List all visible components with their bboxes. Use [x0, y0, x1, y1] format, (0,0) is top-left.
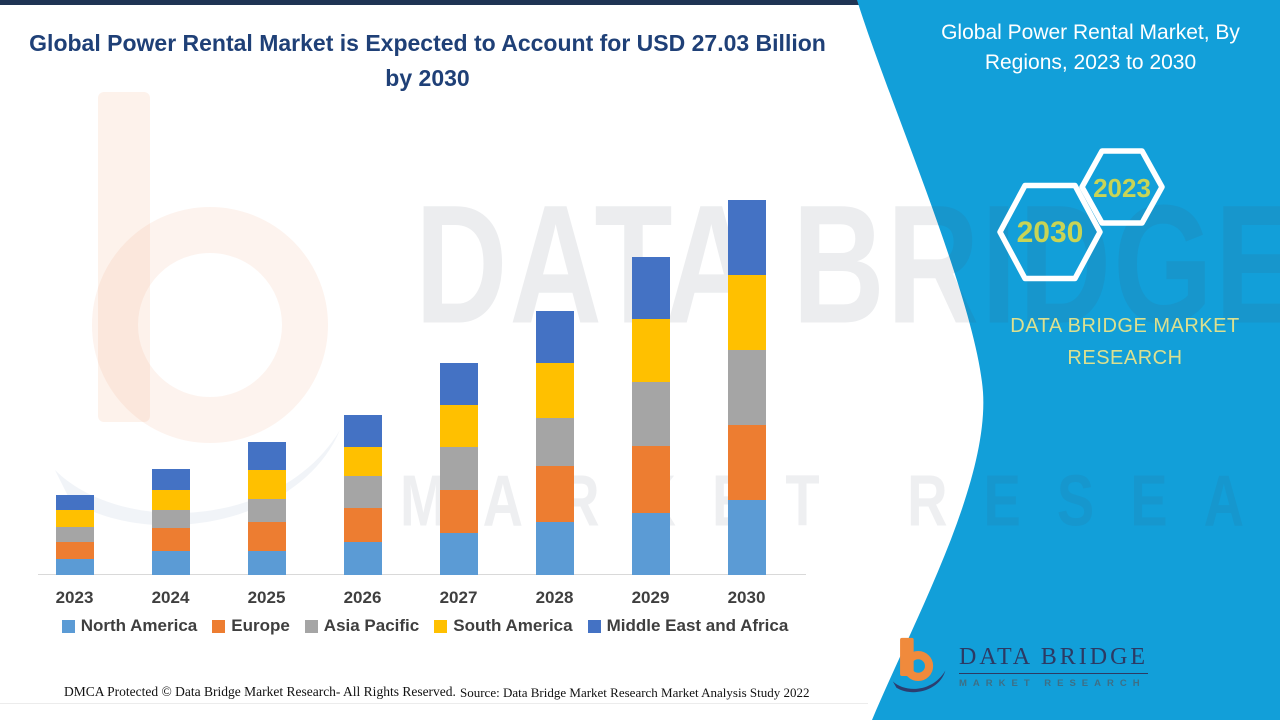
legend-label: Middle East and Africa: [606, 616, 789, 635]
x-axis-label: 2025: [247, 588, 286, 607]
chart-plot-area: 2023 2024 2025 2026 2027 2028 2029 2030: [30, 180, 810, 607]
bar-segment: [439, 362, 478, 406]
x-axis-label: 2030: [727, 588, 766, 607]
bar-segment: [439, 405, 478, 447]
bar-segment: [247, 470, 286, 500]
bar-segment: [727, 200, 766, 276]
bar-segment: [631, 319, 670, 383]
logo-subtitle: MARKET RESEARCH: [959, 677, 1146, 689]
legend-swatch: [587, 619, 601, 633]
bar-segment: [151, 509, 190, 528]
bar-segment: [343, 508, 382, 542]
bar-segment: [151, 468, 190, 490]
hexagon-2030-label: 2030: [1017, 216, 1084, 249]
legend-swatch: [61, 619, 75, 633]
legend-swatch: [212, 619, 226, 633]
legend-item: Asia Pacific: [304, 616, 420, 636]
bar-segment: [343, 447, 382, 477]
legend-item: Middle East and Africa: [587, 616, 789, 636]
bar-segment: [727, 349, 766, 425]
bar-segment: [343, 541, 382, 575]
bar-segment: [151, 489, 190, 510]
bar-segment: [631, 257, 670, 320]
chart-title: Global Power Rental Market is Expected t…: [29, 30, 826, 91]
footer-dmca-text: DMCA Protected © Data Bridge Market Rese…: [64, 684, 456, 699]
bar-segment: [247, 441, 286, 471]
top-accent-bar: [0, 0, 1280, 5]
chart-legend: North America Europe Asia Pacific South Ame…: [25, 616, 825, 636]
bar-segment: [727, 275, 766, 350]
bar-segment: [535, 521, 574, 575]
panel-title: Global Power Rental Market, By Regions, …: [941, 21, 1240, 75]
x-axis-label: 2023: [55, 588, 94, 607]
logo-b-icon: [892, 637, 946, 693]
x-axis-label: 2028: [535, 588, 574, 607]
x-axis-label: 2024: [151, 588, 190, 607]
footer-source-text: Source: Data Bridge Market Research Mark…: [460, 685, 810, 700]
bar-segment: [247, 521, 286, 551]
bar-segment: [55, 494, 94, 510]
footer-divider: [0, 703, 868, 704]
bar-segment: [55, 527, 94, 542]
bar-segment: [247, 550, 286, 575]
legend-item: North America: [61, 616, 198, 636]
year-hexagons: 2030 2023: [997, 148, 1165, 282]
x-axis-label: 2026: [343, 588, 382, 607]
data-bridge-logo: DATA BRIDGE MARKET RESEARCH: [891, 634, 1149, 698]
bar-segment: [343, 415, 382, 448]
legend-label: Europe: [231, 616, 290, 635]
bar-segment: [439, 446, 478, 490]
legend-label: North America: [80, 616, 198, 635]
bar-segment: [55, 559, 94, 575]
bar-segment: [55, 541, 94, 560]
bar-segment: [727, 424, 766, 500]
panel-brand-text: DATA BRIDGE MARKET RESEARCH: [1010, 315, 1240, 369]
bar-segment: [247, 499, 286, 522]
legend-label: Asia Pacific: [323, 616, 420, 635]
bar-segment: [727, 499, 766, 575]
x-axis-line: [38, 574, 806, 575]
legend-swatch: [304, 619, 318, 633]
bar-segment: [151, 551, 190, 575]
bar-segment: [535, 310, 574, 364]
bar-segment: [535, 363, 574, 418]
bar-segment: [631, 445, 670, 513]
bar-segment: [343, 476, 382, 509]
legend-item: Europe: [212, 616, 290, 636]
bar-segment: [631, 512, 670, 575]
legend-swatch: [434, 619, 448, 633]
logo-wordmark: DATA BRIDGE: [959, 644, 1149, 674]
bar-segment: [535, 466, 574, 522]
bar-segment: [151, 527, 190, 552]
legend-label: South America: [453, 616, 573, 635]
bar-segment: [439, 489, 478, 533]
bar-segment: [55, 509, 94, 528]
hexagon-2023-label: 2023: [1093, 173, 1151, 203]
legend-item: South America: [434, 616, 573, 636]
x-axis-label: 2027: [439, 588, 478, 607]
bar-segment: [631, 382, 670, 446]
bar-segment: [439, 532, 478, 575]
bar-segment: [535, 417, 574, 467]
x-axis-label: 2029: [631, 588, 670, 607]
